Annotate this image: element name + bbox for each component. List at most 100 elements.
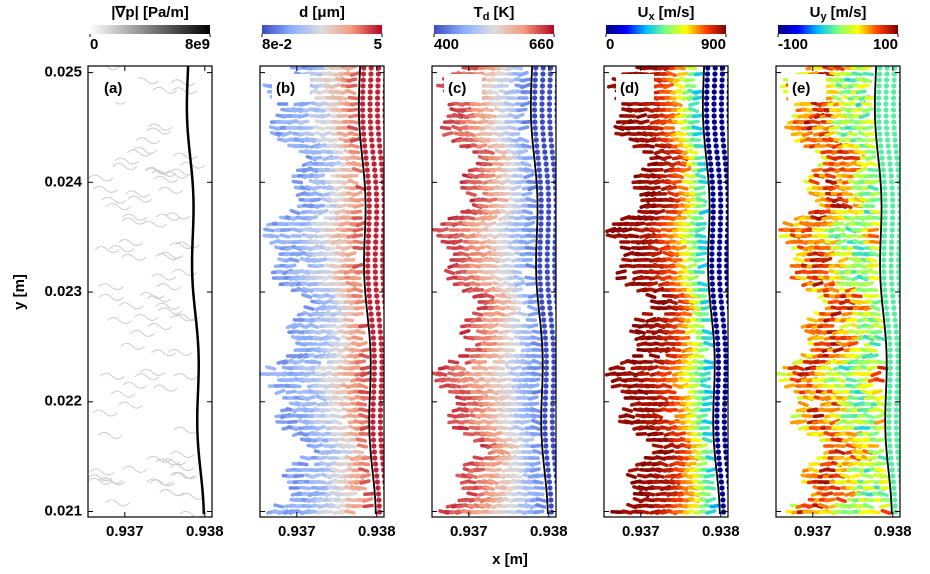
particle bbox=[712, 113, 717, 118]
particle bbox=[903, 449, 908, 454]
particle bbox=[533, 391, 541, 393]
particle bbox=[532, 89, 537, 94]
particle bbox=[349, 127, 357, 129]
particle bbox=[692, 440, 700, 441]
particle bbox=[894, 155, 899, 160]
particle bbox=[876, 415, 884, 417]
particle bbox=[718, 185, 723, 190]
gradient-feature bbox=[170, 315, 194, 321]
particle bbox=[363, 457, 371, 458]
particle bbox=[357, 301, 365, 302]
particle bbox=[728, 503, 733, 508]
particle bbox=[378, 431, 383, 436]
particle bbox=[558, 395, 563, 400]
particle bbox=[881, 263, 886, 268]
particle bbox=[719, 299, 724, 304]
gradient-feature bbox=[119, 303, 143, 309]
particle bbox=[515, 115, 523, 118]
particle bbox=[714, 323, 719, 328]
particle bbox=[560, 251, 565, 256]
particle bbox=[475, 469, 483, 470]
particle bbox=[550, 149, 555, 154]
particle bbox=[537, 167, 542, 172]
particle bbox=[526, 277, 534, 278]
particle bbox=[838, 241, 846, 244]
particle bbox=[888, 161, 893, 166]
particle bbox=[546, 203, 551, 208]
particle bbox=[540, 89, 545, 94]
particle bbox=[714, 329, 719, 334]
gradient-feature bbox=[89, 175, 113, 181]
particle bbox=[883, 197, 888, 202]
particle bbox=[312, 361, 320, 363]
particle bbox=[557, 149, 562, 154]
gradient-feature bbox=[143, 221, 167, 227]
particle bbox=[712, 77, 717, 82]
particle bbox=[374, 185, 379, 190]
particle bbox=[537, 269, 542, 274]
particle bbox=[382, 113, 387, 118]
particle bbox=[714, 149, 719, 154]
particle bbox=[476, 247, 484, 249]
particle bbox=[864, 283, 872, 285]
particle bbox=[702, 494, 710, 495]
particle bbox=[485, 295, 493, 297]
particle bbox=[704, 89, 709, 94]
particle bbox=[351, 152, 359, 153]
particle bbox=[373, 233, 378, 238]
particle bbox=[878, 137, 883, 142]
particle bbox=[723, 383, 728, 388]
particle bbox=[903, 371, 908, 376]
particle bbox=[882, 179, 887, 184]
particle bbox=[525, 175, 533, 177]
particle bbox=[710, 185, 715, 190]
particle bbox=[501, 451, 509, 454]
gradient-feature bbox=[134, 314, 158, 320]
particle bbox=[538, 233, 543, 238]
particle bbox=[533, 131, 538, 136]
particle bbox=[714, 143, 719, 148]
particle bbox=[368, 305, 373, 310]
particle bbox=[715, 443, 720, 448]
particle bbox=[541, 317, 546, 322]
particle bbox=[720, 311, 725, 316]
particle bbox=[364, 499, 372, 501]
particle bbox=[484, 110, 492, 111]
particle bbox=[544, 347, 549, 352]
particle bbox=[538, 191, 543, 196]
particle bbox=[894, 431, 899, 436]
particle bbox=[519, 151, 527, 154]
particle bbox=[531, 379, 539, 380]
particle bbox=[904, 257, 909, 262]
particle bbox=[338, 116, 346, 117]
particle bbox=[720, 491, 725, 496]
particle bbox=[386, 383, 391, 388]
particle bbox=[358, 343, 366, 345]
particle bbox=[506, 350, 514, 351]
particle bbox=[723, 341, 728, 346]
particle bbox=[732, 173, 737, 178]
particle bbox=[886, 149, 891, 154]
particle bbox=[730, 161, 735, 166]
particle bbox=[536, 161, 541, 166]
particle bbox=[706, 475, 714, 476]
particle bbox=[523, 122, 531, 123]
particle bbox=[387, 371, 392, 376]
particle bbox=[378, 335, 383, 340]
particle bbox=[718, 221, 723, 226]
particle bbox=[375, 83, 380, 88]
particle bbox=[356, 200, 364, 201]
particle bbox=[730, 443, 735, 448]
particle bbox=[369, 137, 374, 142]
particle bbox=[352, 158, 360, 159]
particle bbox=[548, 125, 553, 130]
particle bbox=[531, 409, 539, 412]
particle bbox=[719, 101, 724, 106]
particle bbox=[547, 113, 552, 118]
particle bbox=[559, 359, 564, 364]
colorbar-title: Td[K] bbox=[474, 4, 515, 23]
particle bbox=[710, 233, 715, 238]
particle bbox=[270, 235, 278, 236]
particle bbox=[385, 407, 390, 412]
particle bbox=[368, 119, 373, 124]
